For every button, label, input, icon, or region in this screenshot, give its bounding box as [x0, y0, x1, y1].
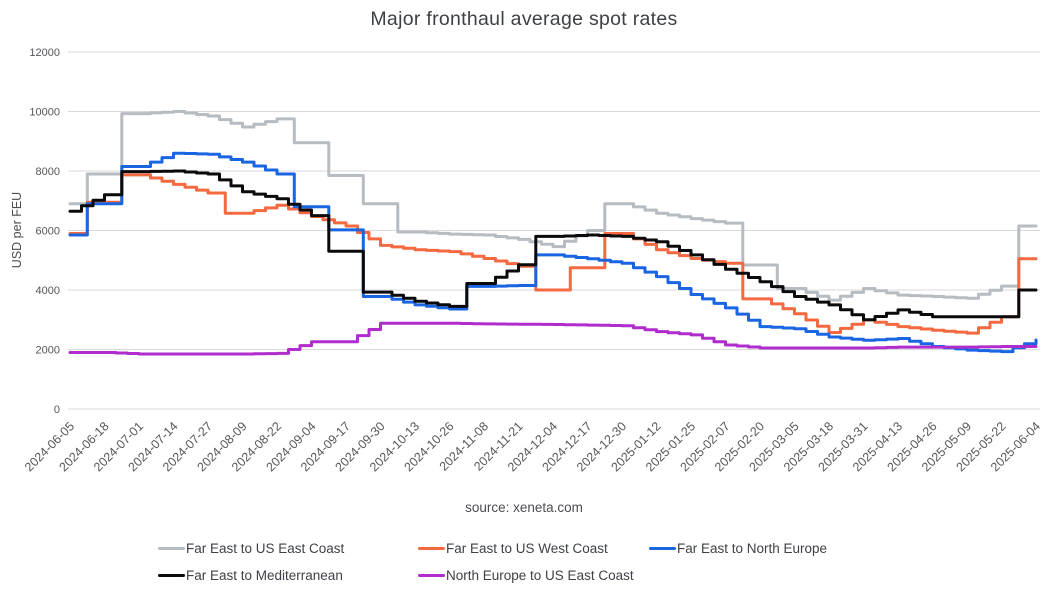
legend-item-far-east-to-mediterranean: Far East to Mediterranean — [158, 568, 343, 583]
series-line-far-east-to-mediterranean — [68, 169, 1038, 322]
legend-item-far-east-to-north-europe: Far East to North Europe — [649, 541, 827, 556]
series-line-far-east-to-north-europe — [68, 151, 1038, 354]
legend-swatch — [649, 546, 676, 551]
series-line-north-europe-to-us-east-coast — [68, 321, 1038, 356]
legend-swatch — [418, 546, 445, 551]
legend-item-label: Far East to North Europe — [677, 541, 828, 556]
legend-item-label: North Europe to US East Coast — [446, 568, 634, 583]
y-axis-tick-label: 10000 — [29, 107, 60, 119]
y-axis-tick-label: 12000 — [29, 47, 60, 59]
y-axis-tick-label: 6000 — [36, 226, 60, 238]
legend-item-label: Far East to Mediterranean — [186, 568, 343, 583]
legend-item-label: Far East to US East Coast — [186, 541, 345, 556]
y-axis-label: USD per FEU — [10, 192, 24, 268]
series-line-far-east-to-us-west-coast — [68, 173, 1038, 335]
legend-swatch — [158, 546, 185, 551]
chart-title: Major fronthaul average spot rates — [370, 8, 678, 30]
legend-item-label: Far East to US West Coast — [446, 541, 608, 556]
legend-item-far-east-to-us-west-coast: Far East to US West Coast — [418, 541, 608, 556]
y-axis-tick-label: 4000 — [36, 285, 60, 297]
y-axis-tick-label: 2000 — [36, 345, 60, 357]
source-caption: source: xeneta.com — [465, 500, 583, 515]
series-line-far-east-to-us-east-coast — [68, 110, 1038, 302]
legend-swatch — [158, 573, 185, 578]
y-axis-tick-label: 0 — [54, 404, 60, 416]
y-axis-tick-label: 8000 — [36, 166, 60, 178]
legend-item-north-europe-to-us-east-coast: North Europe to US East Coast — [418, 568, 634, 583]
legend-swatch — [418, 573, 445, 578]
legend-item-far-east-to-us-east-coast: Far East to US East Coast — [158, 541, 344, 556]
